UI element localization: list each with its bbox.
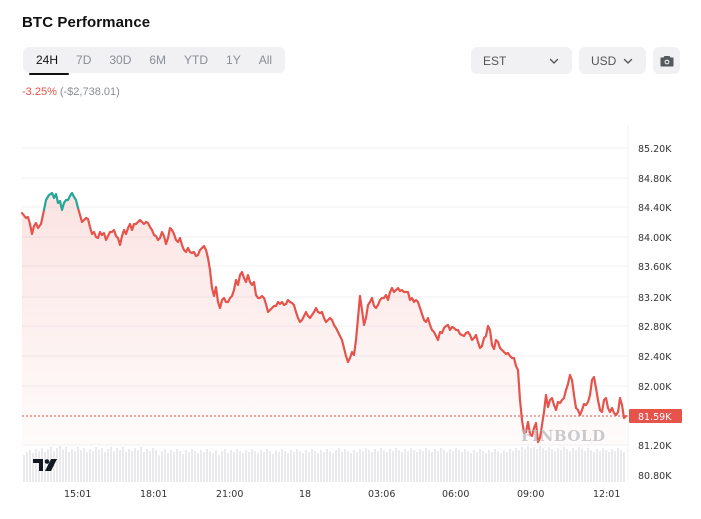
svg-text:09:00: 09:00	[517, 489, 544, 500]
y-axis: 85.20K 84.80K 84.40K 84.00K 83.60K 83.20…	[638, 144, 672, 482]
current-price-tag: 81.59K	[629, 409, 682, 423]
svg-text:84.40K: 84.40K	[638, 203, 672, 214]
svg-text:81.20K: 81.20K	[638, 441, 672, 452]
svg-text:18:01: 18:01	[140, 489, 167, 500]
svg-text:80.80K: 80.80K	[638, 471, 672, 482]
svg-text:03:06: 03:06	[368, 489, 395, 500]
svg-text:06:00: 06:00	[442, 489, 469, 500]
svg-text:15:01: 15:01	[64, 489, 91, 500]
timezone-value: EST	[483, 53, 507, 68]
currency-select[interactable]: USD	[579, 47, 646, 74]
svg-text:21:00: 21:00	[216, 489, 243, 500]
currency-value: USD	[591, 53, 617, 68]
tab-6m[interactable]: 6M	[149, 53, 167, 67]
price-line-up	[42, 191, 80, 212]
svg-text:84.80K: 84.80K	[638, 174, 672, 185]
svg-text:82.80K: 82.80K	[638, 322, 672, 333]
price-chart[interactable]: FINBOLD 85.20K 84.80K 84.40K 84.00K 83.6…	[0, 120, 701, 519]
svg-text:82.40K: 82.40K	[638, 352, 672, 363]
tab-all[interactable]: All	[258, 53, 273, 67]
chevron-down-icon	[623, 58, 633, 64]
change-amount: (-$2,738.01)	[59, 86, 120, 98]
screenshot-button[interactable]	[653, 47, 680, 74]
tab-30d[interactable]: 30D	[109, 53, 132, 67]
tab-1y[interactable]: 1Y	[226, 53, 241, 67]
tab-7d[interactable]: 7D	[76, 53, 92, 67]
tab-24h[interactable]: 24H	[27, 47, 70, 75]
tab-ytd[interactable]: YTD	[184, 53, 209, 67]
svg-text:18: 18	[299, 489, 311, 500]
timeframe-tabs: 24H 7D 30D 6M YTD 1Y All	[23, 47, 286, 75]
price-line-down	[20, 206, 628, 444]
chevron-down-icon	[549, 58, 559, 64]
watermark: FINBOLD	[521, 427, 605, 445]
svg-text:12:01: 12:01	[593, 489, 620, 500]
x-axis: 15:01 18:01 21:00 18 03:06 06:00 09:00 1…	[64, 489, 620, 500]
price-change: -3.25% (-$2,738.01)	[22, 86, 120, 98]
svg-text:84.00K: 84.00K	[638, 233, 672, 244]
svg-text:83.20K: 83.20K	[638, 293, 672, 304]
svg-text:81.59K: 81.59K	[638, 412, 672, 423]
camera-icon	[660, 55, 673, 66]
svg-text:82.00K: 82.00K	[638, 382, 672, 393]
timezone-select[interactable]: EST	[471, 47, 572, 74]
volume-bars	[23, 446, 625, 482]
svg-text:85.20K: 85.20K	[638, 144, 672, 155]
svg-text:83.60K: 83.60K	[638, 262, 672, 273]
tradingview-logo-icon[interactable]	[33, 459, 57, 471]
change-percent: -3.25%	[22, 86, 57, 98]
page-title: BTC Performance	[22, 14, 151, 31]
